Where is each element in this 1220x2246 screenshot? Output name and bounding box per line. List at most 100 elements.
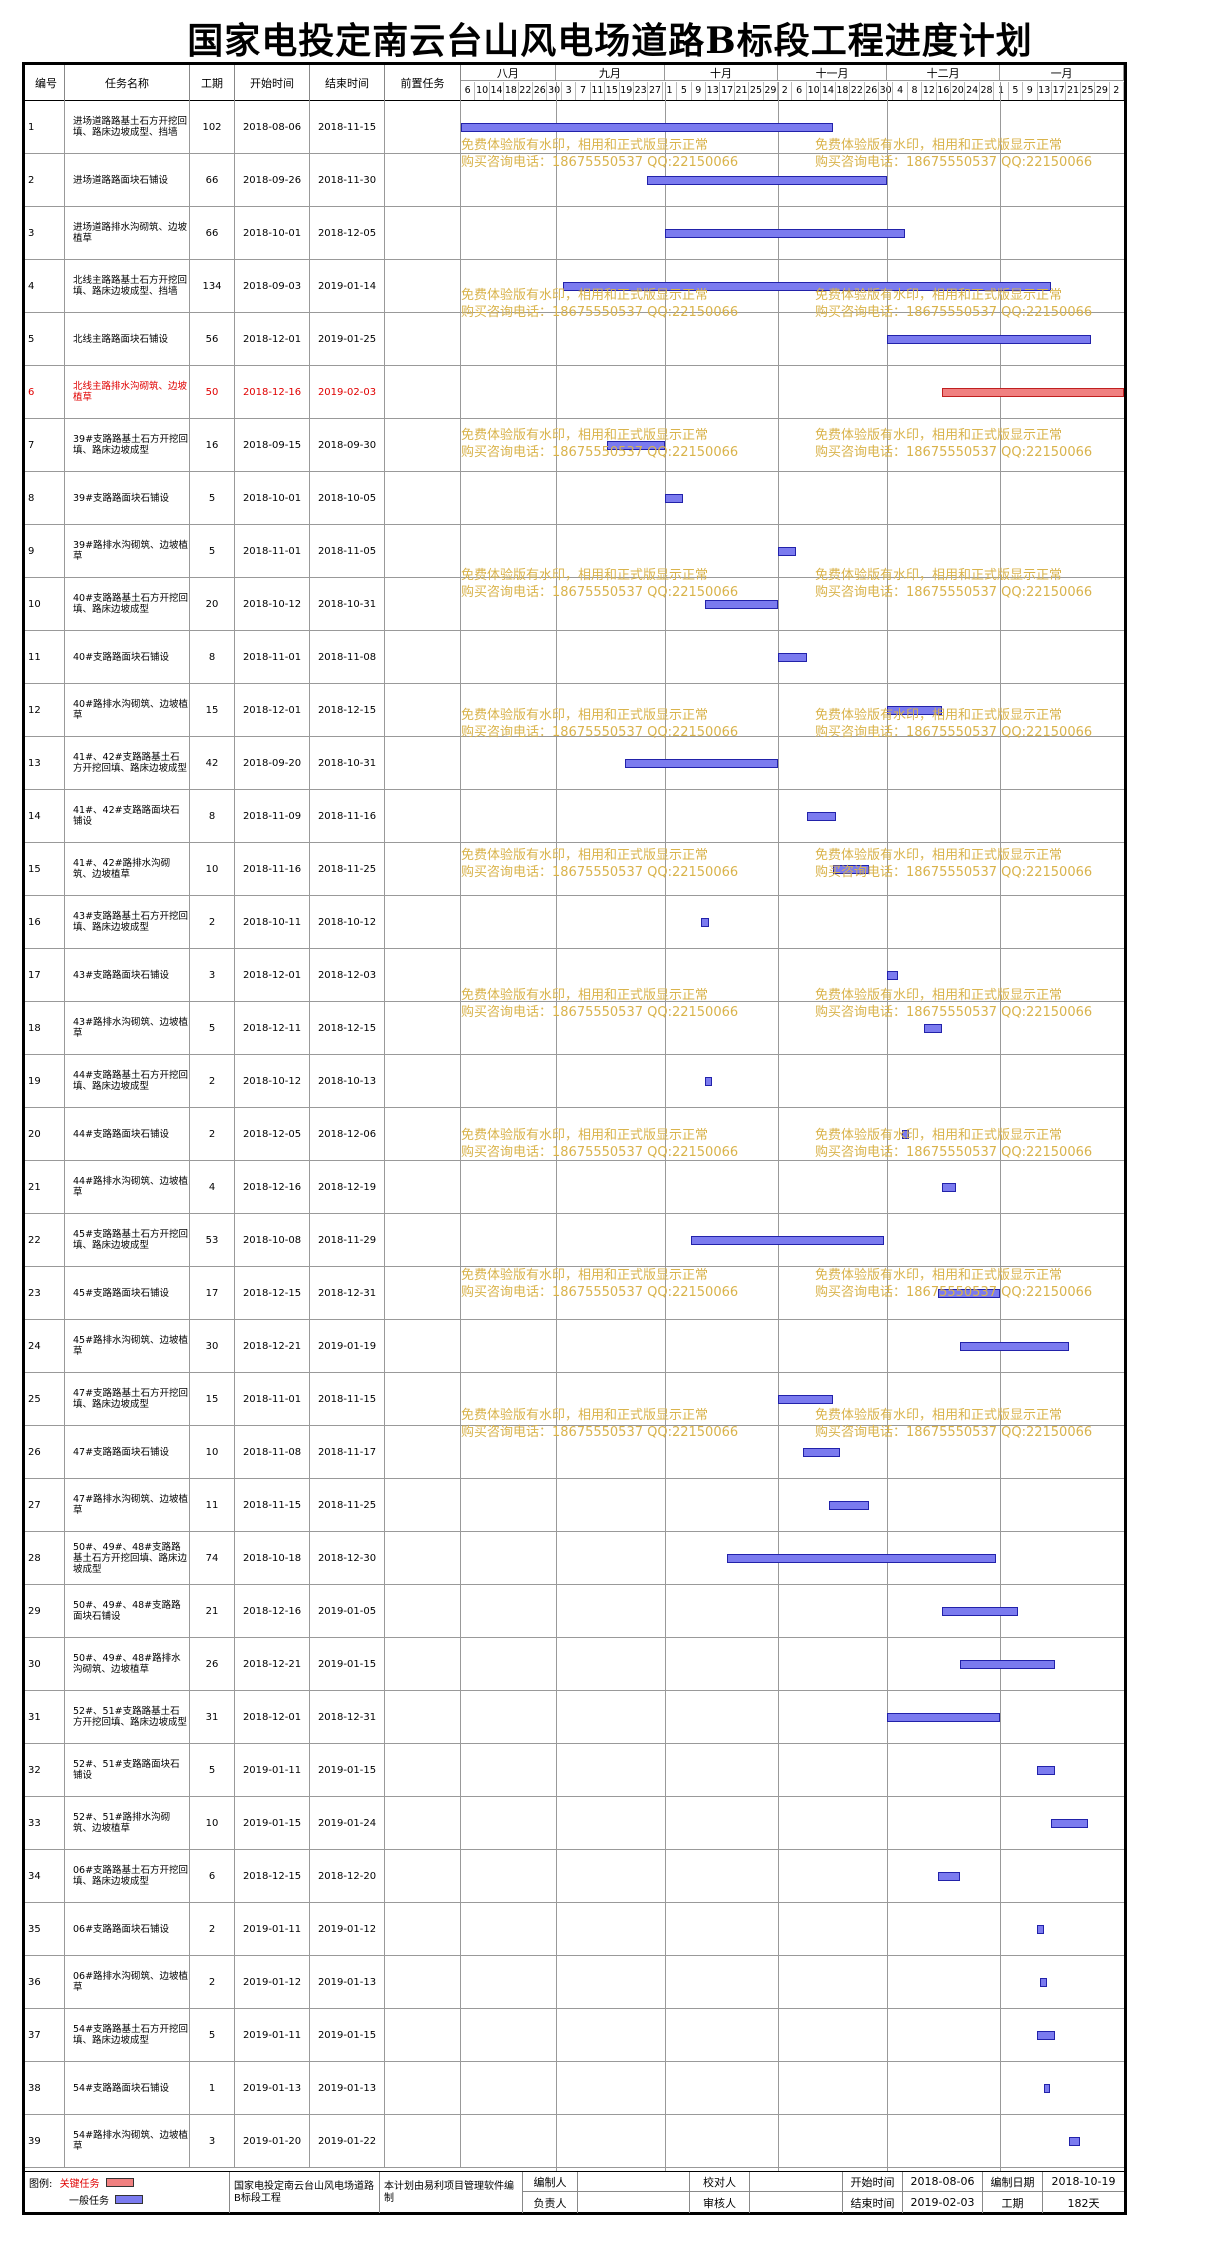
table-row: 25 47#支路路基土石方开挖回填、路床边坡成型 15 2018-11-01 2018-… [25, 1373, 1124, 1426]
sheet-frame [22, 62, 1127, 2215]
task-id: 28 [25, 1532, 65, 1584]
task-id: 5 [25, 313, 65, 365]
gantt-bar[interactable] [887, 335, 1092, 344]
gantt-bar[interactable] [941, 1183, 957, 1192]
gantt-bar-critical[interactable] [941, 388, 1124, 397]
table-row: 17 43#支路路面块石铺设 3 2018-12-01 2018-12-03 [25, 949, 1124, 1002]
task-end: 2018-10-31 [310, 578, 385, 630]
task-id: 14 [25, 790, 65, 842]
task-predecessor [385, 1479, 461, 1531]
gantt-bar[interactable] [960, 1660, 1055, 1669]
task-name: 54#支路路面块石铺设 [65, 2062, 190, 2114]
legend-cell: 图例: 关键任务 一般任务 [25, 2172, 230, 2213]
footer-editor-label: 编制人 [523, 2172, 578, 2192]
task-duration: 2 [190, 1956, 235, 2008]
task-id: 29 [25, 1585, 65, 1637]
gantt-bar[interactable] [705, 600, 778, 609]
day-tick: 18 [504, 82, 519, 100]
task-duration: 66 [190, 154, 235, 206]
gantt-bar[interactable] [887, 706, 942, 715]
gantt-bar[interactable] [665, 494, 684, 503]
gantt-bar[interactable] [1069, 2137, 1081, 2146]
task-start: 2018-10-01 [235, 472, 310, 524]
gantt-bar[interactable] [1043, 2084, 1050, 2093]
day-tick: 29 [1095, 82, 1110, 100]
task-start: 2018-12-01 [235, 949, 310, 1001]
month-label: 十一月 [777, 65, 888, 81]
task-name: 39#路排水沟砌筑、边坡植草 [65, 525, 190, 577]
task-start: 2018-11-01 [235, 1373, 310, 1425]
gantt-bar[interactable] [1051, 1819, 1088, 1828]
gantt-bar[interactable] [887, 971, 899, 980]
table-row: 29 50#、49#、48#支路路面块石铺设 21 2018-12-16 2019-01… [25, 1585, 1124, 1638]
header-duration: 工期 [190, 65, 235, 101]
gantt-bar[interactable] [938, 1289, 1001, 1298]
task-id: 1 [25, 101, 65, 153]
gantt-bar[interactable] [923, 1024, 942, 1033]
gantt-bar[interactable] [941, 1607, 1019, 1616]
task-id: 37 [25, 2009, 65, 2061]
gantt-bar[interactable] [777, 653, 808, 662]
gantt-bar[interactable] [1036, 2031, 1055, 2040]
task-start: 2018-09-03 [235, 260, 310, 312]
gantt-bar[interactable] [828, 1501, 869, 1510]
task-id: 18 [25, 1002, 65, 1054]
task-predecessor [385, 1691, 461, 1743]
task-name: 06#支路路面块石铺设 [65, 1903, 190, 1955]
task-name: 52#、51#支路路基土石方开挖回填、路床边坡成型 [65, 1691, 190, 1743]
gantt-bar[interactable] [938, 1872, 961, 1881]
gantt-bar[interactable] [690, 1236, 884, 1245]
task-start: 2018-09-20 [235, 737, 310, 789]
task-id: 19 [25, 1055, 65, 1107]
task-name: 47#支路路面块石铺设 [65, 1426, 190, 1478]
gantt-bar[interactable] [901, 1130, 910, 1139]
gantt-bar[interactable] [803, 1448, 840, 1457]
day-tick: 13 [706, 82, 721, 100]
gantt-bar[interactable] [832, 865, 869, 874]
task-id: 15 [25, 843, 65, 895]
gantt-bar[interactable] [461, 123, 833, 132]
day-tick: 2 [1110, 82, 1124, 100]
footer-duration-value: 182天 [1067, 2196, 1100, 2210]
task-end: 2018-11-15 [310, 101, 385, 153]
task-duration: 17 [190, 1267, 235, 1319]
month-gridline [555, 82, 557, 2171]
footer-table: 图例: 关键任务 一般任务 国家电投定南云台山风电场道路B标段工程 本计划由易利… [25, 2171, 1124, 2213]
gantt-bar[interactable] [777, 547, 797, 556]
day-tick: 25 [749, 82, 764, 100]
task-id: 13 [25, 737, 65, 789]
table-row: 36 06#路排水沟砌筑、边坡植草 2 2019-01-12 2019-01-13 [25, 1956, 1124, 2009]
page-title: 国家电投定南云台山风电场道路B标段工程进度计划 [187, 20, 1033, 62]
task-predecessor [385, 207, 461, 259]
gantt-bar[interactable] [665, 229, 906, 238]
table-row: 18 43#路排水沟砌筑、边坡植草 5 2018-12-11 2018-12-15 [25, 1002, 1124, 1055]
day-tick: 22 [519, 82, 534, 100]
task-predecessor [385, 949, 461, 1001]
task-duration: 5 [190, 525, 235, 577]
gantt-bar[interactable] [701, 918, 709, 927]
gantt-bar[interactable] [887, 1713, 1001, 1722]
gantt-bar[interactable] [807, 812, 837, 821]
gantt-bar[interactable] [646, 176, 888, 185]
day-tick: 12 [922, 82, 937, 100]
task-start: 2019-01-11 [235, 2009, 310, 2061]
gantt-bar[interactable] [726, 1554, 997, 1563]
gantt-bar[interactable] [1040, 1978, 1048, 1987]
task-duration: 15 [190, 684, 235, 736]
table-row: 15 41#、42#路排水沟砌筑、边坡植草 10 2018-11-16 2018-11-… [25, 843, 1124, 896]
day-tick: 21 [735, 82, 750, 100]
task-end: 2019-01-25 [310, 313, 385, 365]
task-id: 6 [25, 366, 65, 418]
gantt-bar[interactable] [1036, 1766, 1055, 1775]
gantt-bar[interactable] [1036, 1925, 1044, 1934]
gantt-bar[interactable] [624, 759, 778, 768]
task-name: 06#路排水沟砌筑、边坡植草 [65, 1956, 190, 2008]
task-end: 2018-12-15 [310, 684, 385, 736]
gantt-bar[interactable] [705, 1077, 713, 1086]
task-predecessor [385, 1797, 461, 1849]
gantt-bar[interactable] [777, 1395, 833, 1404]
gantt-bar[interactable] [960, 1342, 1070, 1351]
gantt-bar[interactable] [606, 441, 665, 450]
gantt-bar[interactable] [563, 282, 1052, 291]
legend-normal-swatch [115, 2195, 143, 2204]
